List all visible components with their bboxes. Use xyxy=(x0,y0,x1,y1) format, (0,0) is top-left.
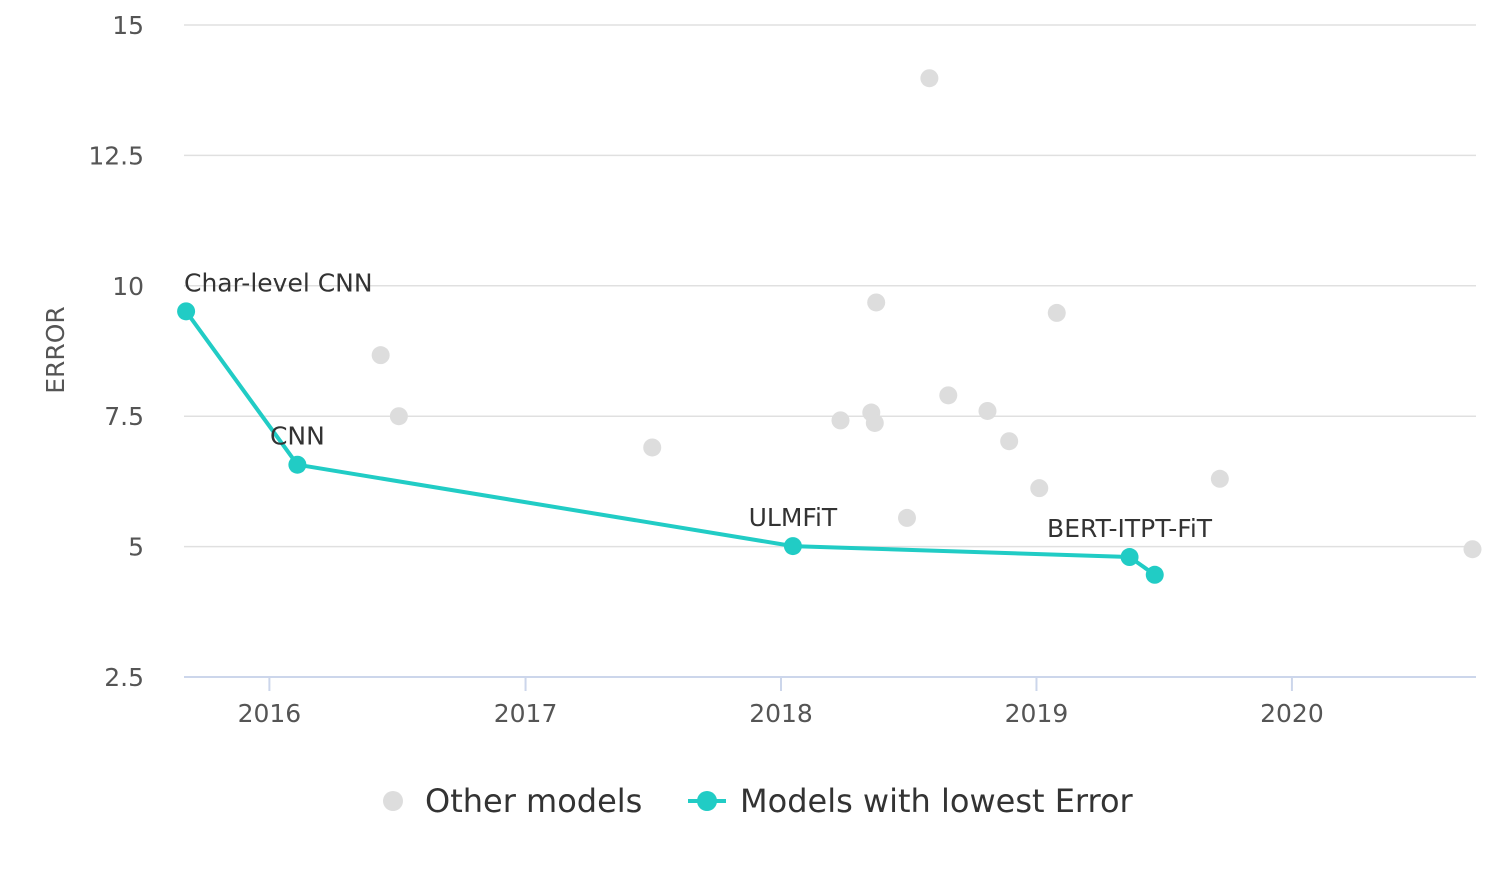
other-model-point xyxy=(371,346,390,365)
y-tick-label: 5 xyxy=(128,533,144,562)
lowest-error-point xyxy=(288,455,307,474)
x-tick-label: 2019 xyxy=(1005,699,1069,728)
other-model-point xyxy=(1210,469,1229,488)
y-tick-label: 7.5 xyxy=(104,402,144,431)
x-tick-label: 2020 xyxy=(1260,699,1324,728)
point-labels: Char-level CNN CNN ULMFiT BERT-ITPT-FiT xyxy=(184,268,1213,543)
grid xyxy=(184,24,1476,548)
other-model-point xyxy=(1463,540,1482,559)
y-tick-label: 12.5 xyxy=(88,141,144,170)
y-tick-label: 2.5 xyxy=(104,663,144,692)
series xyxy=(177,69,1482,584)
lowest-error-point xyxy=(177,302,196,321)
axes: ERROR 2.5 5 7.5 10 12.5 15 2016 2017 2018 2019 202… xyxy=(41,11,1476,728)
legend-label-lowest-error: Models with lowest Error xyxy=(740,782,1134,820)
other-model-point xyxy=(867,293,886,312)
other-model-point xyxy=(1000,432,1019,451)
x-tick-label: 2017 xyxy=(494,699,558,728)
lowest-error-point xyxy=(1145,565,1164,584)
legend-marker-other-models xyxy=(383,791,403,811)
x-tick-label: 2018 xyxy=(749,699,813,728)
x-tick-label: 2016 xyxy=(238,699,302,728)
other-model-point xyxy=(978,401,997,420)
point-label: ULMFiT xyxy=(749,503,838,532)
other-model-point xyxy=(831,411,850,430)
lowest-error-point xyxy=(1120,548,1139,567)
y-tick-label: 15 xyxy=(112,11,144,40)
other-model-point xyxy=(389,407,408,426)
point-label: CNN xyxy=(270,422,325,451)
other-model-point xyxy=(897,508,916,527)
y-axis-title: ERROR xyxy=(41,306,70,394)
other-model-point xyxy=(643,438,662,457)
other-model-point xyxy=(1030,479,1049,498)
legend-label-other-models: Other models xyxy=(425,782,642,820)
legend-marker-lowest-error xyxy=(697,791,717,811)
y-tick-label: 10 xyxy=(112,272,144,301)
other-model-point xyxy=(939,386,958,405)
point-label: BERT-ITPT-FiT xyxy=(1047,514,1213,543)
other-model-point xyxy=(920,69,939,88)
other-model-point xyxy=(1047,303,1066,322)
legend: Other models Models with lowest Error xyxy=(383,782,1134,820)
other-model-point xyxy=(865,413,884,432)
point-label: Char-level CNN xyxy=(184,268,373,297)
lowest-error-point xyxy=(783,537,802,556)
